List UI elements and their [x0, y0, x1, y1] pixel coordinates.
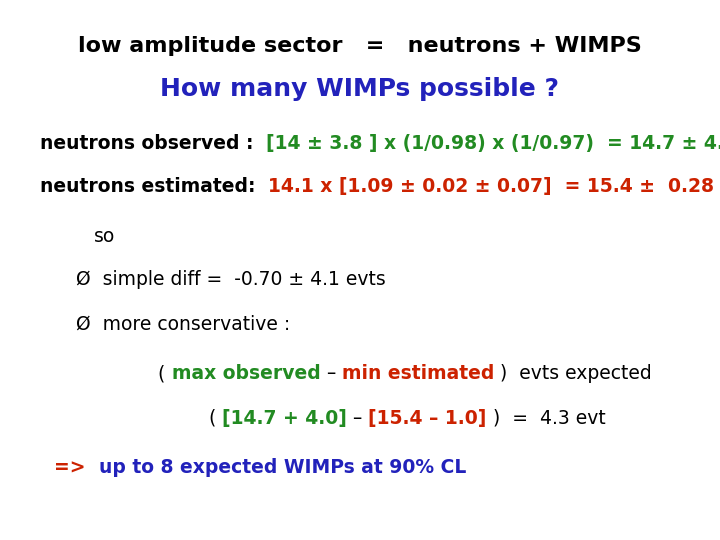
Text: 14.1 x [1.09 ± 0.02 ± 0.07]  = 15.4 ±  0.28 ±  0.99 evt: 14.1 x [1.09 ± 0.02 ± 0.07] = 15.4 ± 0.2… — [268, 177, 720, 196]
Text: [15.4 – 1.0]: [15.4 – 1.0] — [369, 409, 487, 428]
Text: [14 ± 3.8 ] x (1/0.98) x (1/0.97)  = 14.7 ± 4.0 evt: [14 ± 3.8 ] x (1/0.98) x (1/0.97) = 14.7… — [266, 133, 720, 153]
Text: min estimated: min estimated — [342, 364, 494, 383]
Text: =>: => — [54, 457, 99, 477]
Text: Ø  simple diff =  -0.70 ± 4.1 evts: Ø simple diff = -0.70 ± 4.1 evts — [76, 270, 385, 289]
Text: How many WIMPs possible ?: How many WIMPs possible ? — [161, 77, 559, 101]
Text: (: ( — [209, 409, 222, 428]
Text: –: – — [347, 409, 369, 428]
Text: neutrons observed :: neutrons observed : — [40, 133, 266, 153]
Text: neutrons estimated:: neutrons estimated: — [40, 177, 268, 196]
Text: )  evts expected: ) evts expected — [494, 364, 652, 383]
Text: up to 8 expected WIMPs at 90% CL: up to 8 expected WIMPs at 90% CL — [99, 457, 466, 477]
Text: so: so — [94, 227, 115, 246]
Text: low amplitude sector   =   neutrons + WIMPS: low amplitude sector = neutrons + WIMPS — [78, 36, 642, 56]
Text: (: ( — [158, 364, 172, 383]
Text: Ø  more conservative :: Ø more conservative : — [76, 314, 290, 334]
Text: –: – — [320, 364, 342, 383]
Text: )  =  4.3 evt: ) = 4.3 evt — [487, 409, 606, 428]
Text: max observed: max observed — [172, 364, 320, 383]
Text: [14.7 + 4.0]: [14.7 + 4.0] — [222, 409, 347, 428]
